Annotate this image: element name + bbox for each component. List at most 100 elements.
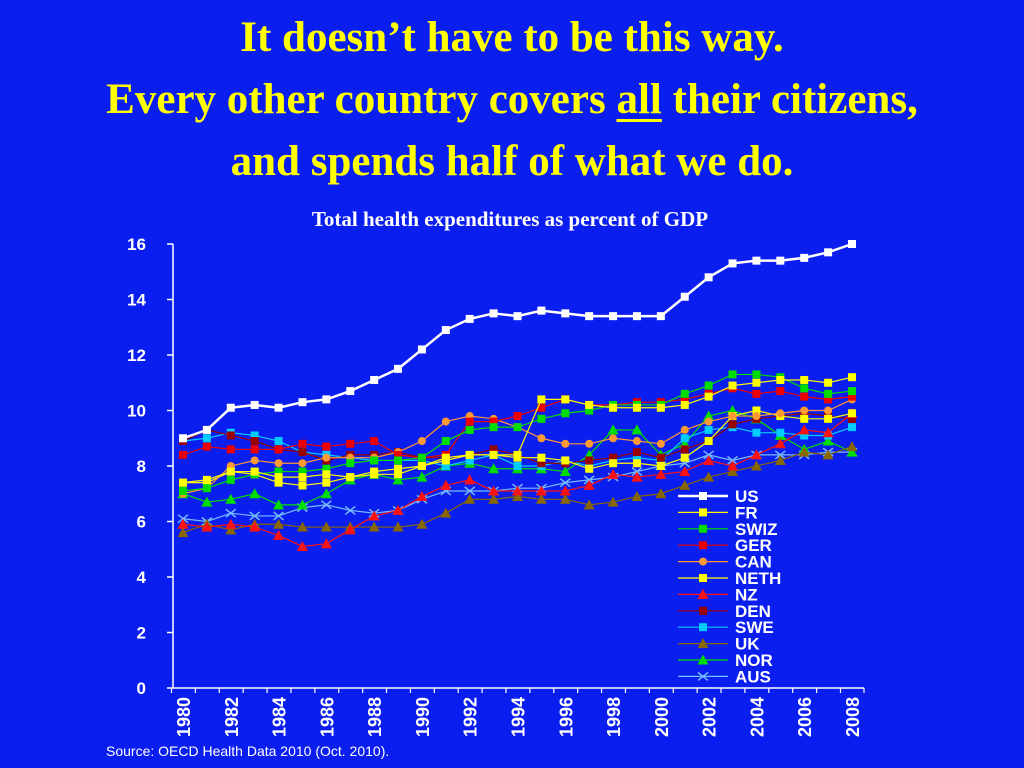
- data-point-neth: [632, 459, 641, 468]
- data-point-neth: [274, 478, 283, 487]
- legend-item-uk: UK: [678, 635, 760, 654]
- data-point-nor: [607, 424, 619, 435]
- legend-label: DEN: [735, 602, 771, 621]
- data-point-aus: [583, 475, 595, 485]
- data-point-can: [537, 434, 546, 443]
- data-point-nor: [296, 499, 308, 510]
- legend-item-ger: GER: [678, 536, 772, 555]
- data-point-swe: [848, 423, 856, 432]
- data-point-us: [704, 273, 713, 282]
- data-point-fr: [585, 400, 594, 409]
- data-point-swiz: [417, 453, 426, 462]
- y-tick-label: 6: [137, 513, 146, 532]
- legend-item-can: CAN: [678, 553, 772, 572]
- data-point-neth: [561, 456, 570, 465]
- data-point-swe: [274, 437, 283, 446]
- data-point-fr: [179, 478, 187, 487]
- data-point-nz: [535, 485, 547, 496]
- legend-item-fr: FR: [678, 503, 758, 522]
- data-point-us: [346, 387, 355, 396]
- data-point-den: [250, 437, 259, 446]
- data-point-nor: [273, 499, 285, 510]
- data-point-uk: [727, 466, 739, 477]
- data-point-can: [609, 434, 618, 443]
- data-point-uk: [559, 493, 571, 504]
- data-point-nz: [750, 449, 762, 460]
- data-point-can: [704, 417, 713, 426]
- legend-item-nz: NZ: [678, 585, 758, 604]
- data-point-nor: [822, 435, 834, 446]
- x-tick-label: 1998: [604, 697, 624, 737]
- data-point-swiz: [179, 486, 187, 495]
- data-point-neth: [609, 459, 618, 468]
- data-point-fr: [680, 400, 689, 409]
- data-point-den: [537, 459, 546, 468]
- data-point-us: [800, 253, 809, 262]
- legend-swatch-marker: [697, 654, 709, 665]
- data-point-neth: [800, 414, 809, 423]
- data-point-us: [537, 306, 546, 315]
- data-point-can: [824, 406, 833, 415]
- data-point-fr: [274, 473, 283, 482]
- legend-item-neth: NETH: [678, 569, 781, 588]
- data-point-nz: [559, 485, 571, 496]
- data-point-swe: [800, 431, 809, 440]
- data-point-nz: [607, 468, 619, 479]
- legend-swatch-marker: [699, 574, 707, 582]
- data-point-can: [250, 456, 259, 465]
- data-point-ger: [394, 450, 403, 459]
- data-point-neth: [824, 414, 833, 423]
- data-point-nz: [440, 479, 452, 490]
- data-point-den: [656, 453, 665, 462]
- data-point-us: [370, 375, 379, 384]
- data-point-aus: [727, 455, 739, 466]
- legend-swatch-marker: [697, 671, 709, 681]
- data-point-us: [465, 314, 474, 323]
- data-point-uk: [798, 446, 810, 457]
- data-point-swe: [776, 428, 785, 437]
- legend-swatch-marker: [697, 588, 709, 599]
- data-point-swiz: [322, 464, 331, 473]
- data-point-nor: [703, 410, 715, 421]
- data-point-fr: [441, 453, 450, 462]
- data-point-can: [298, 459, 307, 468]
- data-point-swiz: [226, 475, 235, 484]
- x-tick-label: 2006: [795, 697, 815, 737]
- data-point-uk: [416, 518, 428, 529]
- data-point-den: [609, 453, 618, 462]
- data-point-nz: [249, 521, 261, 532]
- legend-swatch-marker: [699, 606, 707, 615]
- data-point-den: [489, 445, 498, 454]
- legend-label: NZ: [735, 585, 758, 604]
- data-point-den: [226, 431, 235, 440]
- x-tick-label: 1986: [317, 697, 337, 737]
- data-point-aus: [774, 450, 786, 460]
- data-point-uk: [488, 493, 500, 504]
- data-point-swiz: [585, 406, 594, 415]
- data-point-us: [776, 256, 785, 265]
- y-tick-label: 14: [127, 291, 146, 310]
- data-point-nor: [416, 471, 428, 482]
- series-line-swiz: [182, 373, 853, 492]
- data-point-uk: [631, 491, 643, 502]
- data-point-nz: [392, 504, 404, 515]
- data-point-fr: [656, 403, 665, 412]
- data-point-nz: [225, 518, 237, 529]
- data-point-us: [513, 312, 522, 321]
- data-point-nz: [703, 454, 715, 465]
- data-point-ger: [322, 442, 331, 451]
- series-nz: [177, 407, 858, 551]
- data-point-ger: [680, 395, 689, 404]
- data-point-fr: [226, 467, 235, 476]
- data-point-swiz: [465, 425, 474, 434]
- data-point-neth: [394, 470, 403, 479]
- legend-label: FR: [735, 503, 758, 522]
- data-point-nor: [392, 474, 404, 485]
- data-point-us: [585, 312, 594, 321]
- data-point-fr: [394, 464, 403, 473]
- y-tick-label: 2: [137, 624, 146, 643]
- data-point-can: [441, 417, 450, 426]
- data-point-nz: [798, 424, 810, 435]
- legend-label: NOR: [735, 651, 773, 670]
